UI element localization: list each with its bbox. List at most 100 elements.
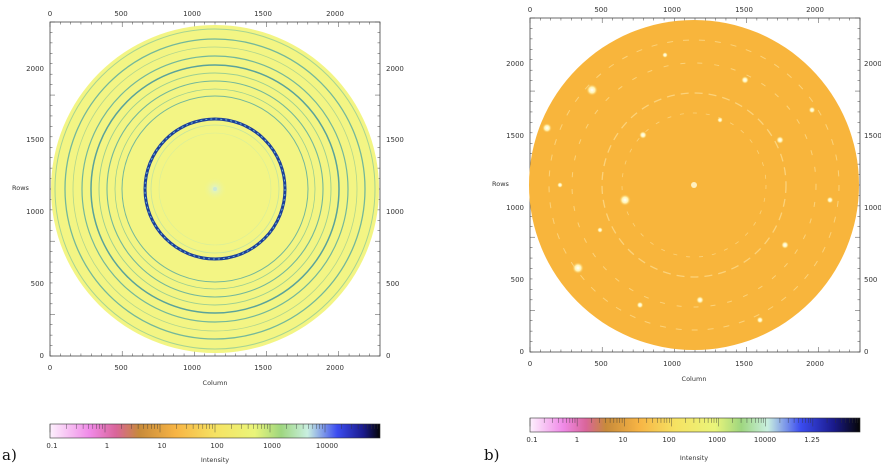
ring xyxy=(144,118,286,260)
x-tick: 2000 xyxy=(326,10,344,18)
ring xyxy=(121,95,309,283)
ring xyxy=(601,92,787,278)
spot xyxy=(597,227,603,233)
colorbar-tick: 1000 xyxy=(263,442,281,450)
ring xyxy=(548,39,840,331)
ring xyxy=(150,124,280,254)
ring xyxy=(158,132,272,246)
tick-marks-a xyxy=(49,21,381,357)
colorbar-tick: 0.1 xyxy=(46,442,57,450)
x-tick: 2000 xyxy=(326,364,344,372)
colorbar-tick: 1000 xyxy=(708,436,726,444)
spot xyxy=(808,106,816,114)
ring xyxy=(98,72,332,306)
y-tick: 1500 xyxy=(386,136,404,144)
x-tick: 1500 xyxy=(254,364,272,372)
spot xyxy=(756,316,764,324)
y-tick: 1000 xyxy=(506,204,524,212)
x-tick-labels-bottom-a: 0 500 1000 1500 2000 xyxy=(48,364,344,372)
colorbar-minor-ticks-b xyxy=(529,418,859,427)
faint-rings-b xyxy=(548,39,840,331)
colorbar-tick: 1 xyxy=(575,436,579,444)
ring xyxy=(54,28,376,350)
x-tick: 0 xyxy=(528,6,532,14)
colorbar-tick-labels-b: 0.1 1 10 100 1000 10000 1.25 xyxy=(526,436,819,444)
panel-label-b: b) xyxy=(484,446,499,464)
x-tick: 1500 xyxy=(735,360,753,368)
y-tick: 1000 xyxy=(26,208,44,216)
colorbar-tick: 100 xyxy=(662,436,675,444)
ring xyxy=(90,64,340,314)
x-tick: 500 xyxy=(594,6,607,14)
colorbar-tick: 10000 xyxy=(316,442,338,450)
spot xyxy=(572,262,584,274)
beam-center-dot-a xyxy=(213,187,217,191)
y-tick: 500 xyxy=(386,280,399,288)
y-tick-labels-left-b: 0 500 1000 1500 2000 xyxy=(506,60,524,356)
y-tick-labels-left-a: 0 500 1000 1500 2000 xyxy=(26,65,44,360)
colorbar-tick: 10000 xyxy=(754,436,776,444)
y-axis-label-b: Rows xyxy=(492,180,510,188)
spot xyxy=(639,131,647,139)
y-tick: 0 xyxy=(40,352,44,360)
x-tick: 2000 xyxy=(806,360,824,368)
colorbar-label-b: Intensity xyxy=(680,454,708,462)
ring xyxy=(106,80,324,298)
spot xyxy=(662,52,668,58)
y-tick: 500 xyxy=(511,276,524,284)
y-tick: 1500 xyxy=(506,132,524,140)
spot xyxy=(586,84,598,96)
beam-center-b xyxy=(691,182,697,188)
spot xyxy=(557,182,563,188)
y-tick: 500 xyxy=(31,280,44,288)
x-axis-label-b: Column xyxy=(682,375,707,383)
y-tick: 0 xyxy=(864,348,868,356)
spot xyxy=(826,196,834,204)
x-tick: 0 xyxy=(48,10,52,18)
y-tick-labels-right-b: 0 500 1000 1500 2000 xyxy=(864,60,881,356)
x-tick: 1500 xyxy=(735,6,753,14)
spot xyxy=(741,76,749,84)
colorbar-tick: 100 xyxy=(210,442,223,450)
y-tick: 2000 xyxy=(864,60,881,68)
panel-a: 0 500 1000 1500 2000 0 500 1000 1500 200… xyxy=(2,10,404,464)
ring xyxy=(621,112,767,258)
x-tick-labels-bottom-b: 0 500 1000 1500 2000 xyxy=(528,360,824,368)
colorbar-label-a: Intensity xyxy=(201,456,229,464)
x-tick: 500 xyxy=(114,10,127,18)
y-tick: 2000 xyxy=(506,60,524,68)
y-tick: 1500 xyxy=(26,136,44,144)
diffraction-spots-b xyxy=(542,52,834,324)
colorbar-minor-ticks-a xyxy=(49,424,378,433)
spot xyxy=(619,194,631,206)
ring xyxy=(81,55,349,323)
spot xyxy=(636,301,644,309)
spot xyxy=(696,296,704,304)
x-tick: 0 xyxy=(528,360,532,368)
x-tick: 1500 xyxy=(254,10,272,18)
x-tick: 1000 xyxy=(663,6,681,14)
x-tick-labels-top-a: 0 500 1000 1500 2000 xyxy=(48,10,344,18)
y-tick: 2000 xyxy=(26,65,44,73)
x-axis-label-a: Column xyxy=(203,379,228,387)
colorbar-tick: 10 xyxy=(619,436,628,444)
y-tick-labels-right-a: 0 500 1000 1500 2000 xyxy=(386,65,404,360)
ring xyxy=(114,88,316,290)
ring xyxy=(571,62,817,308)
y-tick: 0 xyxy=(520,348,524,356)
y-tick: 0 xyxy=(386,352,390,360)
ring xyxy=(64,38,366,340)
colorbar-tick-labels-a: 0.1 1 10 100 1000 10000 xyxy=(46,442,338,450)
colorbar-tick: 1.25 xyxy=(804,436,820,444)
x-tick: 500 xyxy=(114,364,127,372)
x-tick: 1000 xyxy=(663,360,681,368)
panel-label-a: a) xyxy=(2,446,17,464)
x-tick: 0 xyxy=(48,364,52,372)
y-tick: 1500 xyxy=(864,132,881,140)
diffraction-rings-a xyxy=(54,28,376,350)
y-tick: 500 xyxy=(864,276,877,284)
x-tick-labels-top-b: 0 500 1000 1500 2000 xyxy=(528,6,824,14)
colorbar-tick: 1 xyxy=(105,442,109,450)
x-tick: 500 xyxy=(594,360,607,368)
y-tick: 2000 xyxy=(386,65,404,73)
